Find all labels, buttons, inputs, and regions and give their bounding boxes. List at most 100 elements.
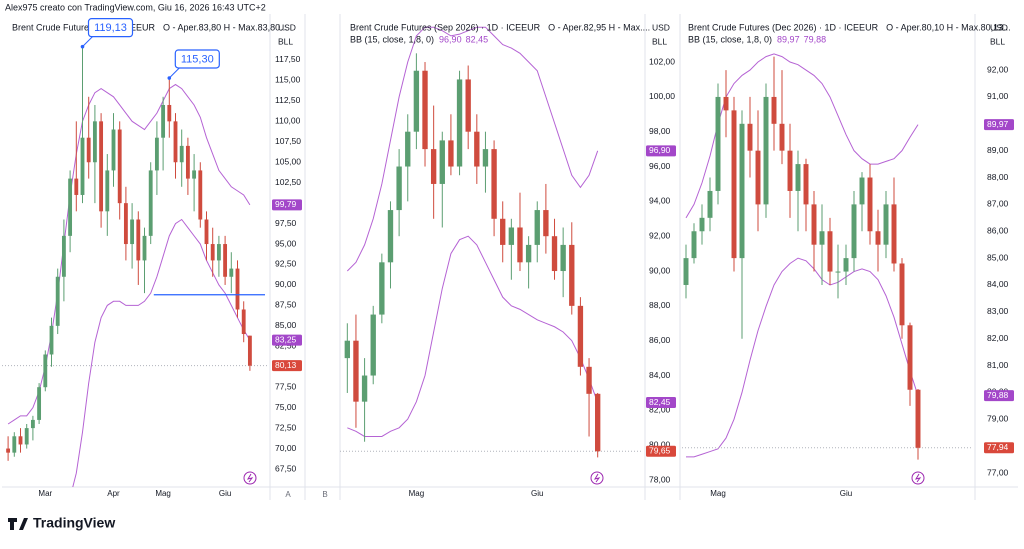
bollinger-band bbox=[685, 53, 919, 219]
candle-body bbox=[456, 79, 463, 167]
y-tick-label: 98,00 bbox=[649, 126, 671, 136]
candle-body bbox=[49, 325, 54, 355]
price-label: 80,13 bbox=[275, 360, 297, 370]
y-tick-label: 94,00 bbox=[649, 196, 671, 206]
candle-body bbox=[223, 244, 228, 277]
candle-body bbox=[474, 131, 480, 167]
candle-body bbox=[482, 149, 489, 167]
price-label: 77,94 bbox=[987, 442, 1009, 452]
candle-body bbox=[560, 244, 566, 272]
legend-title: Brent Crude Futures (Sep 2026) · 1D · IC… bbox=[350, 22, 541, 32]
legend-ohlc: O - Aper.80,10 H - Max.80,13... bbox=[886, 22, 1011, 32]
y-tick-label: 91,00 bbox=[987, 91, 1009, 101]
candle-body bbox=[161, 104, 166, 138]
price-label-badge bbox=[646, 445, 676, 457]
currency: USD bbox=[990, 22, 1008, 32]
candle-body bbox=[61, 235, 66, 277]
currency: USD bbox=[278, 22, 296, 32]
candle-body bbox=[691, 231, 697, 259]
y-tick-label: 81,00 bbox=[987, 360, 1009, 370]
candle-body bbox=[699, 217, 705, 232]
pane-letter: B bbox=[322, 490, 327, 499]
candle-body bbox=[379, 262, 385, 315]
candle-body bbox=[739, 123, 745, 259]
candle-body bbox=[851, 204, 857, 259]
candle-body bbox=[210, 244, 215, 261]
y-tick-label: 105,00 bbox=[275, 156, 301, 166]
y-tick-label: 83,00 bbox=[987, 306, 1009, 316]
candle-body bbox=[811, 204, 817, 245]
y-tick-label: 95,00 bbox=[275, 238, 297, 248]
candle-body bbox=[875, 231, 881, 245]
bollinger-band bbox=[7, 83, 251, 425]
candle-body bbox=[771, 96, 777, 124]
candle-body bbox=[707, 190, 713, 218]
callout-anchor bbox=[80, 44, 85, 49]
price-label: 82,45 bbox=[649, 397, 671, 407]
x-tick-label: Apr bbox=[107, 489, 120, 498]
candle-body bbox=[835, 271, 841, 273]
legend-title: Brent Crude Futures (Dec 2026) · 1D · IC… bbox=[688, 22, 879, 32]
y-tick-label: 87,50 bbox=[275, 300, 297, 310]
unit: BLL bbox=[990, 36, 1005, 46]
candle-body bbox=[827, 231, 833, 272]
x-tick-label: Mag bbox=[710, 489, 726, 498]
chart-pane bbox=[680, 53, 973, 460]
legend-ohlc: O - Aper.83,80 H - Max.83,80... bbox=[163, 22, 288, 32]
candle-body bbox=[569, 244, 575, 306]
callout-box bbox=[174, 49, 220, 69]
price-label: 99,79 bbox=[275, 199, 297, 209]
candle-body bbox=[803, 164, 809, 205]
candle-body bbox=[465, 79, 471, 132]
candle-body bbox=[55, 276, 60, 326]
candle-body bbox=[396, 166, 402, 211]
price-label-badge bbox=[984, 119, 1014, 131]
candle-body bbox=[30, 419, 35, 429]
candle-body bbox=[370, 314, 376, 376]
candle-body bbox=[422, 70, 428, 150]
y-tick-label: 85,00 bbox=[987, 252, 1009, 262]
y-tick-label: 75,00 bbox=[275, 402, 297, 412]
callout-pointer bbox=[82, 36, 93, 48]
y-tick-label: 112,50 bbox=[275, 95, 301, 105]
candle-body bbox=[405, 131, 411, 167]
candle-body bbox=[154, 137, 159, 171]
y-tick-label: 117,50 bbox=[275, 54, 301, 64]
y-tick-label: 100,00 bbox=[649, 91, 675, 101]
candle-body bbox=[517, 227, 523, 263]
candle-body bbox=[99, 121, 104, 212]
price-label: 96,90 bbox=[649, 145, 671, 155]
candle-body bbox=[142, 235, 147, 261]
callout-box bbox=[87, 18, 134, 38]
pane-borders bbox=[2, 14, 1018, 500]
candle-body bbox=[747, 123, 753, 151]
candle-body bbox=[819, 231, 825, 245]
candle-body bbox=[723, 96, 729, 111]
candle-body bbox=[92, 121, 97, 163]
x-tick-label: Mag bbox=[409, 489, 425, 498]
x-tick-label: Giu bbox=[219, 489, 231, 498]
callout-label: 115,30 bbox=[181, 53, 214, 65]
candle-body bbox=[247, 335, 252, 366]
legend-indicator-value: 96,90 bbox=[439, 34, 462, 44]
candle-body bbox=[136, 219, 141, 261]
y-tick-label: 86,00 bbox=[987, 226, 1009, 236]
candle-body bbox=[779, 123, 785, 151]
candle-body bbox=[787, 150, 793, 191]
candle-body bbox=[899, 263, 905, 326]
y-tick-label: 102,50 bbox=[275, 177, 301, 187]
x-tick-label: Mag bbox=[155, 489, 171, 498]
candle-body bbox=[86, 137, 91, 163]
candle-body bbox=[883, 204, 889, 245]
y-tick-label: 70,00 bbox=[275, 443, 297, 453]
callout-label: 119,13 bbox=[94, 22, 127, 34]
chart-pane bbox=[340, 26, 643, 458]
candle-body bbox=[915, 389, 921, 448]
candle-body bbox=[795, 164, 801, 191]
y-tick-label: 90,00 bbox=[649, 265, 671, 275]
candle-body bbox=[179, 145, 184, 163]
unit: BLL bbox=[652, 36, 667, 46]
candle-body bbox=[551, 236, 558, 272]
candle-body bbox=[37, 387, 42, 420]
